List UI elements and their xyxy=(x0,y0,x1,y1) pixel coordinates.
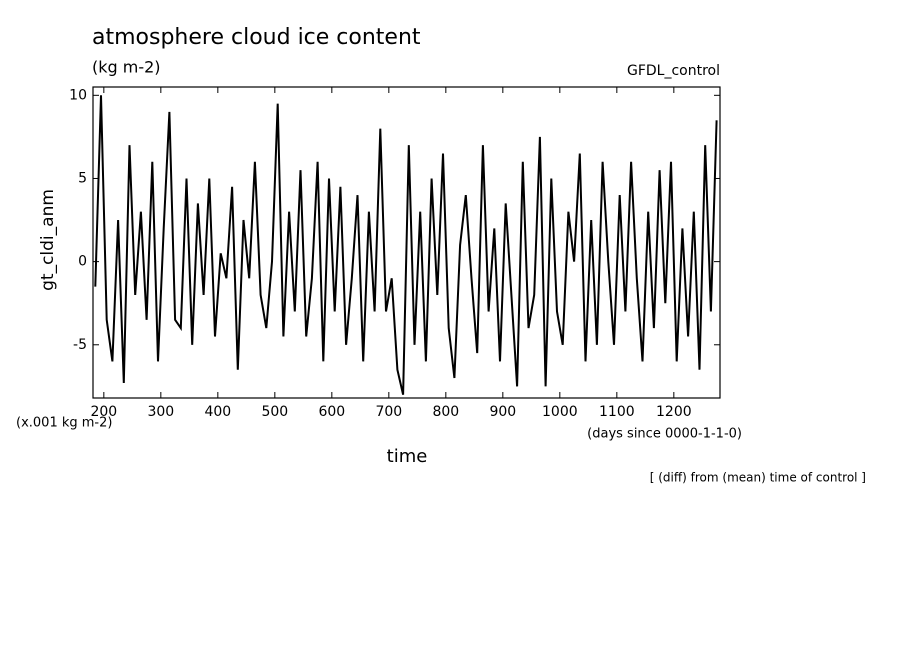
y-tick-label: 0 xyxy=(78,254,87,270)
x-unit: (days since 0000-1-1-0) xyxy=(587,427,742,442)
plot-frame xyxy=(92,86,721,399)
y-tick-label: 5 xyxy=(78,170,87,186)
y-unit: (x.001 kg m-2) xyxy=(16,416,112,431)
chart-title: atmosphere cloud ice content xyxy=(92,25,421,50)
x-tick-label: 700 xyxy=(375,404,402,420)
y-tick-label: -5 xyxy=(73,337,87,353)
source: GFDL_control xyxy=(627,63,720,79)
note: [ (diff) from (mean) time of control ] xyxy=(650,471,866,485)
x-tick-label: 400 xyxy=(204,404,231,420)
x-axis-label: time xyxy=(387,446,428,467)
x-tick-label: 300 xyxy=(147,404,174,420)
x-tick-label: 1200 xyxy=(656,404,692,420)
data-line xyxy=(94,95,718,395)
x-tick-label: 1000 xyxy=(542,404,578,420)
x-tick-label: 600 xyxy=(318,404,345,420)
y-tick-label: 10 xyxy=(69,87,87,103)
x-tick-label: 1100 xyxy=(599,404,635,420)
x-tick-label: 500 xyxy=(261,404,288,420)
x-tick-label: 900 xyxy=(489,404,516,420)
subtitle: (kg m-2) xyxy=(92,58,161,77)
x-tick-label: 200 xyxy=(90,404,117,420)
y-axis-label: gt_cldi_anm xyxy=(38,189,58,291)
x-tick-label: 800 xyxy=(432,404,459,420)
